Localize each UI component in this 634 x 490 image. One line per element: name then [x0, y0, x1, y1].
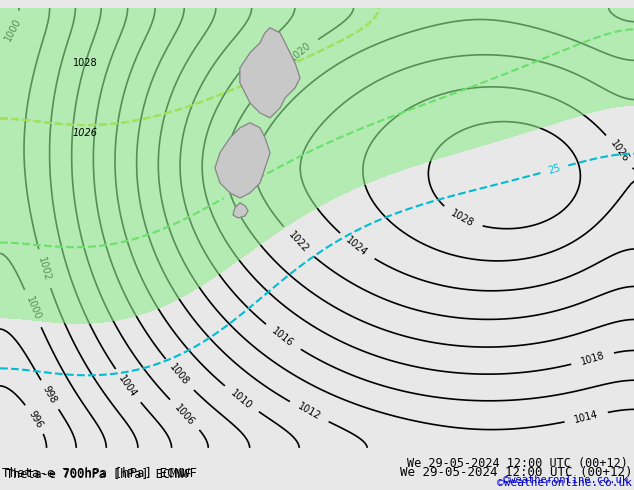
- Text: 1022: 1022: [286, 230, 310, 255]
- Text: 1000: 1000: [3, 17, 23, 43]
- Text: 35: 35: [266, 65, 281, 79]
- Text: 1012: 1012: [296, 401, 322, 422]
- Text: 998: 998: [41, 384, 58, 405]
- Text: We 29-05-2024 12:00 UTC (00+12): We 29-05-2024 12:00 UTC (00+12): [407, 457, 628, 470]
- Text: 1014: 1014: [573, 410, 599, 425]
- Text: 1004: 1004: [117, 373, 139, 399]
- Text: ©weatheronline.co.uk: ©weatheronline.co.uk: [497, 478, 632, 488]
- Text: Theta-e 700hPa [hPa] ECMWF: Theta-e 700hPa [hPa] ECMWF: [2, 466, 197, 479]
- Text: 1006: 1006: [173, 402, 197, 427]
- Text: 35: 35: [266, 65, 281, 79]
- Text: 1026: 1026: [608, 139, 631, 165]
- Text: ©weatheronline.co.uk: ©weatheronline.co.uk: [503, 475, 628, 485]
- Text: 1020: 1020: [288, 40, 313, 64]
- Text: 1028: 1028: [73, 58, 97, 68]
- Polygon shape: [233, 203, 248, 218]
- Text: 1010: 1010: [229, 388, 254, 411]
- Polygon shape: [215, 123, 270, 198]
- Text: 1026: 1026: [72, 128, 98, 138]
- Text: 1008: 1008: [167, 362, 191, 388]
- Polygon shape: [233, 203, 248, 218]
- Polygon shape: [240, 28, 300, 118]
- Polygon shape: [215, 123, 270, 198]
- Text: Theta-e 700hPa [hPa] ECMWF: Theta-e 700hPa [hPa] ECMWF: [6, 467, 191, 480]
- Text: 1016: 1016: [270, 326, 295, 349]
- Text: We 29-05-2024 12:00 UTC (00+12): We 29-05-2024 12:00 UTC (00+12): [399, 466, 632, 479]
- Text: 1024: 1024: [344, 235, 370, 258]
- Text: 996: 996: [26, 409, 44, 430]
- Text: 1000: 1000: [23, 295, 42, 322]
- Polygon shape: [240, 28, 300, 118]
- Text: 1002: 1002: [36, 256, 53, 282]
- Text: 30: 30: [228, 184, 243, 199]
- Text: 1028: 1028: [449, 208, 475, 229]
- Text: 1018: 1018: [579, 350, 605, 367]
- Text: 25: 25: [547, 163, 562, 176]
